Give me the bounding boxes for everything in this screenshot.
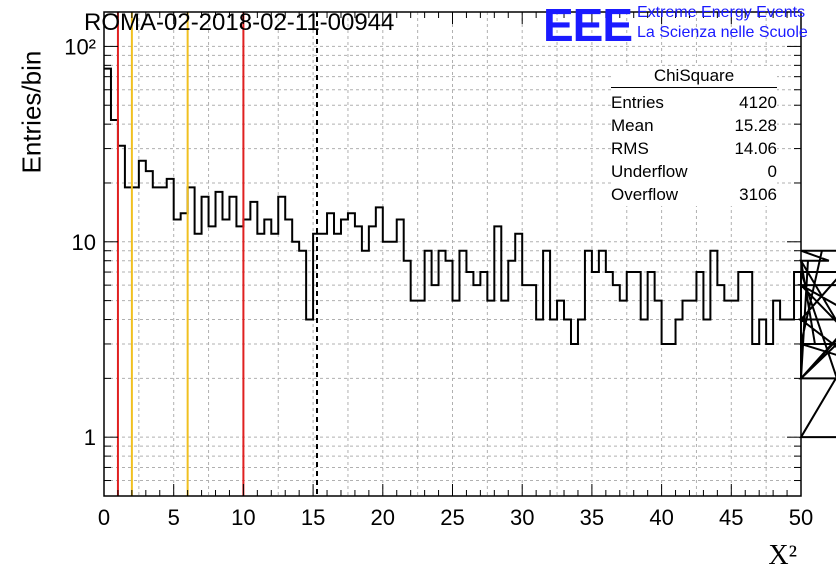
x-tick-label: 50	[789, 505, 813, 530]
stats-row: Underflow 0	[611, 160, 777, 183]
stats-value: 3106	[739, 185, 777, 204]
x-axis-label: X²	[768, 540, 797, 571]
stats-value: 0	[767, 162, 777, 181]
stats-label: RMS	[611, 139, 649, 158]
stats-title: ChiSquare	[611, 66, 777, 88]
stats-label: Mean	[611, 116, 654, 135]
logo-subtitle-1: Extreme Energy Events	[637, 4, 806, 21]
stats-value: 14.06	[734, 139, 777, 158]
stats-value: 15.28	[734, 116, 777, 135]
y-tick-label: 10²	[64, 34, 96, 59]
y-tick-label: 10	[72, 230, 96, 255]
run-title: ROMA-02-2018-02-11-00944	[84, 9, 395, 36]
x-tick-label: 25	[440, 505, 464, 530]
x-tick-label: 10	[231, 505, 255, 530]
stats-value: 4120	[739, 93, 777, 112]
x-tick-label: 15	[301, 505, 325, 530]
stats-row: Mean 15.28	[611, 114, 777, 137]
x-tick-label: 0	[98, 505, 110, 530]
stats-label: Underflow	[611, 162, 688, 181]
stats-label: Overflow	[611, 185, 679, 204]
x-tick-label: 35	[580, 505, 604, 530]
x-tick-label: 45	[719, 505, 743, 530]
y-axis-label: Entries/bin	[16, 50, 47, 174]
stats-box: ChiSquare Entries 4120 Mean 15.28 RMS 14.06…	[611, 66, 777, 206]
x-tick-label: 5	[168, 505, 180, 530]
logo-subtitle-2: La Scienza nelle Scuole	[637, 24, 808, 41]
x-tick-label: 20	[371, 505, 395, 530]
x-tick-label: 40	[649, 505, 673, 530]
eee-logo: EEE	[543, 0, 633, 51]
stats-label: Entries	[611, 93, 664, 112]
stats-row: RMS 14.06	[611, 137, 777, 160]
stats-row: Overflow 3106	[611, 183, 777, 206]
x-tick-label: 30	[510, 505, 534, 530]
y-tick-label: 1	[84, 425, 96, 450]
stats-row: Entries 4120	[611, 91, 777, 114]
